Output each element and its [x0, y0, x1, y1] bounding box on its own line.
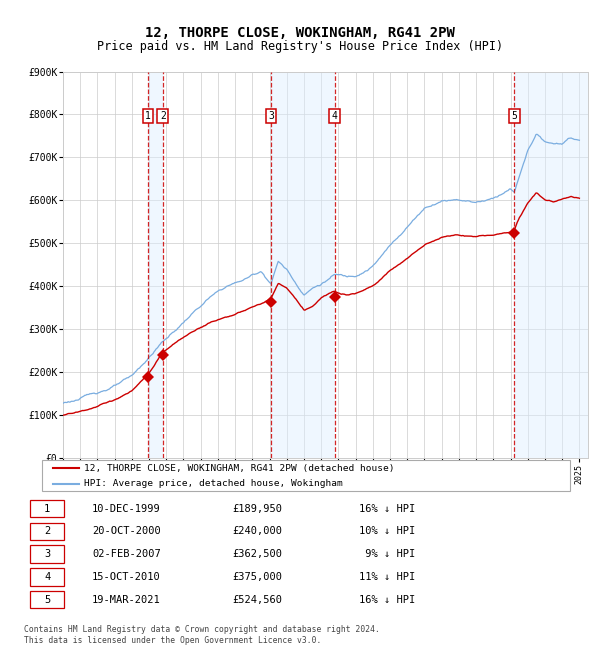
Text: 3: 3: [268, 111, 274, 121]
Text: 2: 2: [160, 111, 166, 121]
Text: 11% ↓ HPI: 11% ↓ HPI: [359, 572, 415, 582]
FancyBboxPatch shape: [42, 460, 570, 491]
FancyBboxPatch shape: [30, 545, 64, 563]
Text: 12, THORPE CLOSE, WOKINGHAM, RG41 2PW (detached house): 12, THORPE CLOSE, WOKINGHAM, RG41 2PW (d…: [84, 464, 395, 473]
Text: 9% ↓ HPI: 9% ↓ HPI: [359, 549, 415, 559]
Text: HPI: Average price, detached house, Wokingham: HPI: Average price, detached house, Woki…: [84, 480, 343, 488]
FancyBboxPatch shape: [30, 591, 64, 608]
Text: 12, THORPE CLOSE, WOKINGHAM, RG41 2PW: 12, THORPE CLOSE, WOKINGHAM, RG41 2PW: [145, 26, 455, 40]
Text: 5: 5: [511, 111, 517, 121]
Text: 3: 3: [44, 549, 50, 559]
Text: £362,500: £362,500: [232, 549, 282, 559]
Text: 4: 4: [332, 111, 338, 121]
FancyBboxPatch shape: [30, 523, 64, 540]
Text: 02-FEB-2007: 02-FEB-2007: [92, 549, 161, 559]
FancyBboxPatch shape: [30, 500, 64, 517]
Text: 10-DEC-1999: 10-DEC-1999: [92, 504, 161, 514]
FancyBboxPatch shape: [30, 568, 64, 586]
Text: £240,000: £240,000: [232, 526, 282, 536]
Text: £375,000: £375,000: [232, 572, 282, 582]
Text: 19-MAR-2021: 19-MAR-2021: [92, 595, 161, 604]
Text: 2: 2: [44, 526, 50, 536]
Text: 10% ↓ HPI: 10% ↓ HPI: [359, 526, 415, 536]
Bar: [148, 72, 163, 458]
Text: 5: 5: [44, 595, 50, 604]
Text: £189,950: £189,950: [232, 504, 282, 514]
Bar: [271, 72, 335, 458]
Text: Price paid vs. HM Land Registry's House Price Index (HPI): Price paid vs. HM Land Registry's House …: [97, 40, 503, 53]
Text: 20-OCT-2000: 20-OCT-2000: [92, 526, 161, 536]
Text: 16% ↓ HPI: 16% ↓ HPI: [359, 595, 415, 604]
Bar: [514, 72, 588, 458]
Text: 1: 1: [44, 504, 50, 514]
Text: 15-OCT-2010: 15-OCT-2010: [92, 572, 161, 582]
Text: 4: 4: [44, 572, 50, 582]
Text: 1: 1: [145, 111, 151, 121]
Text: Contains HM Land Registry data © Crown copyright and database right 2024.
This d: Contains HM Land Registry data © Crown c…: [24, 625, 380, 645]
Text: 16% ↓ HPI: 16% ↓ HPI: [359, 504, 415, 514]
Text: £524,560: £524,560: [232, 595, 282, 604]
